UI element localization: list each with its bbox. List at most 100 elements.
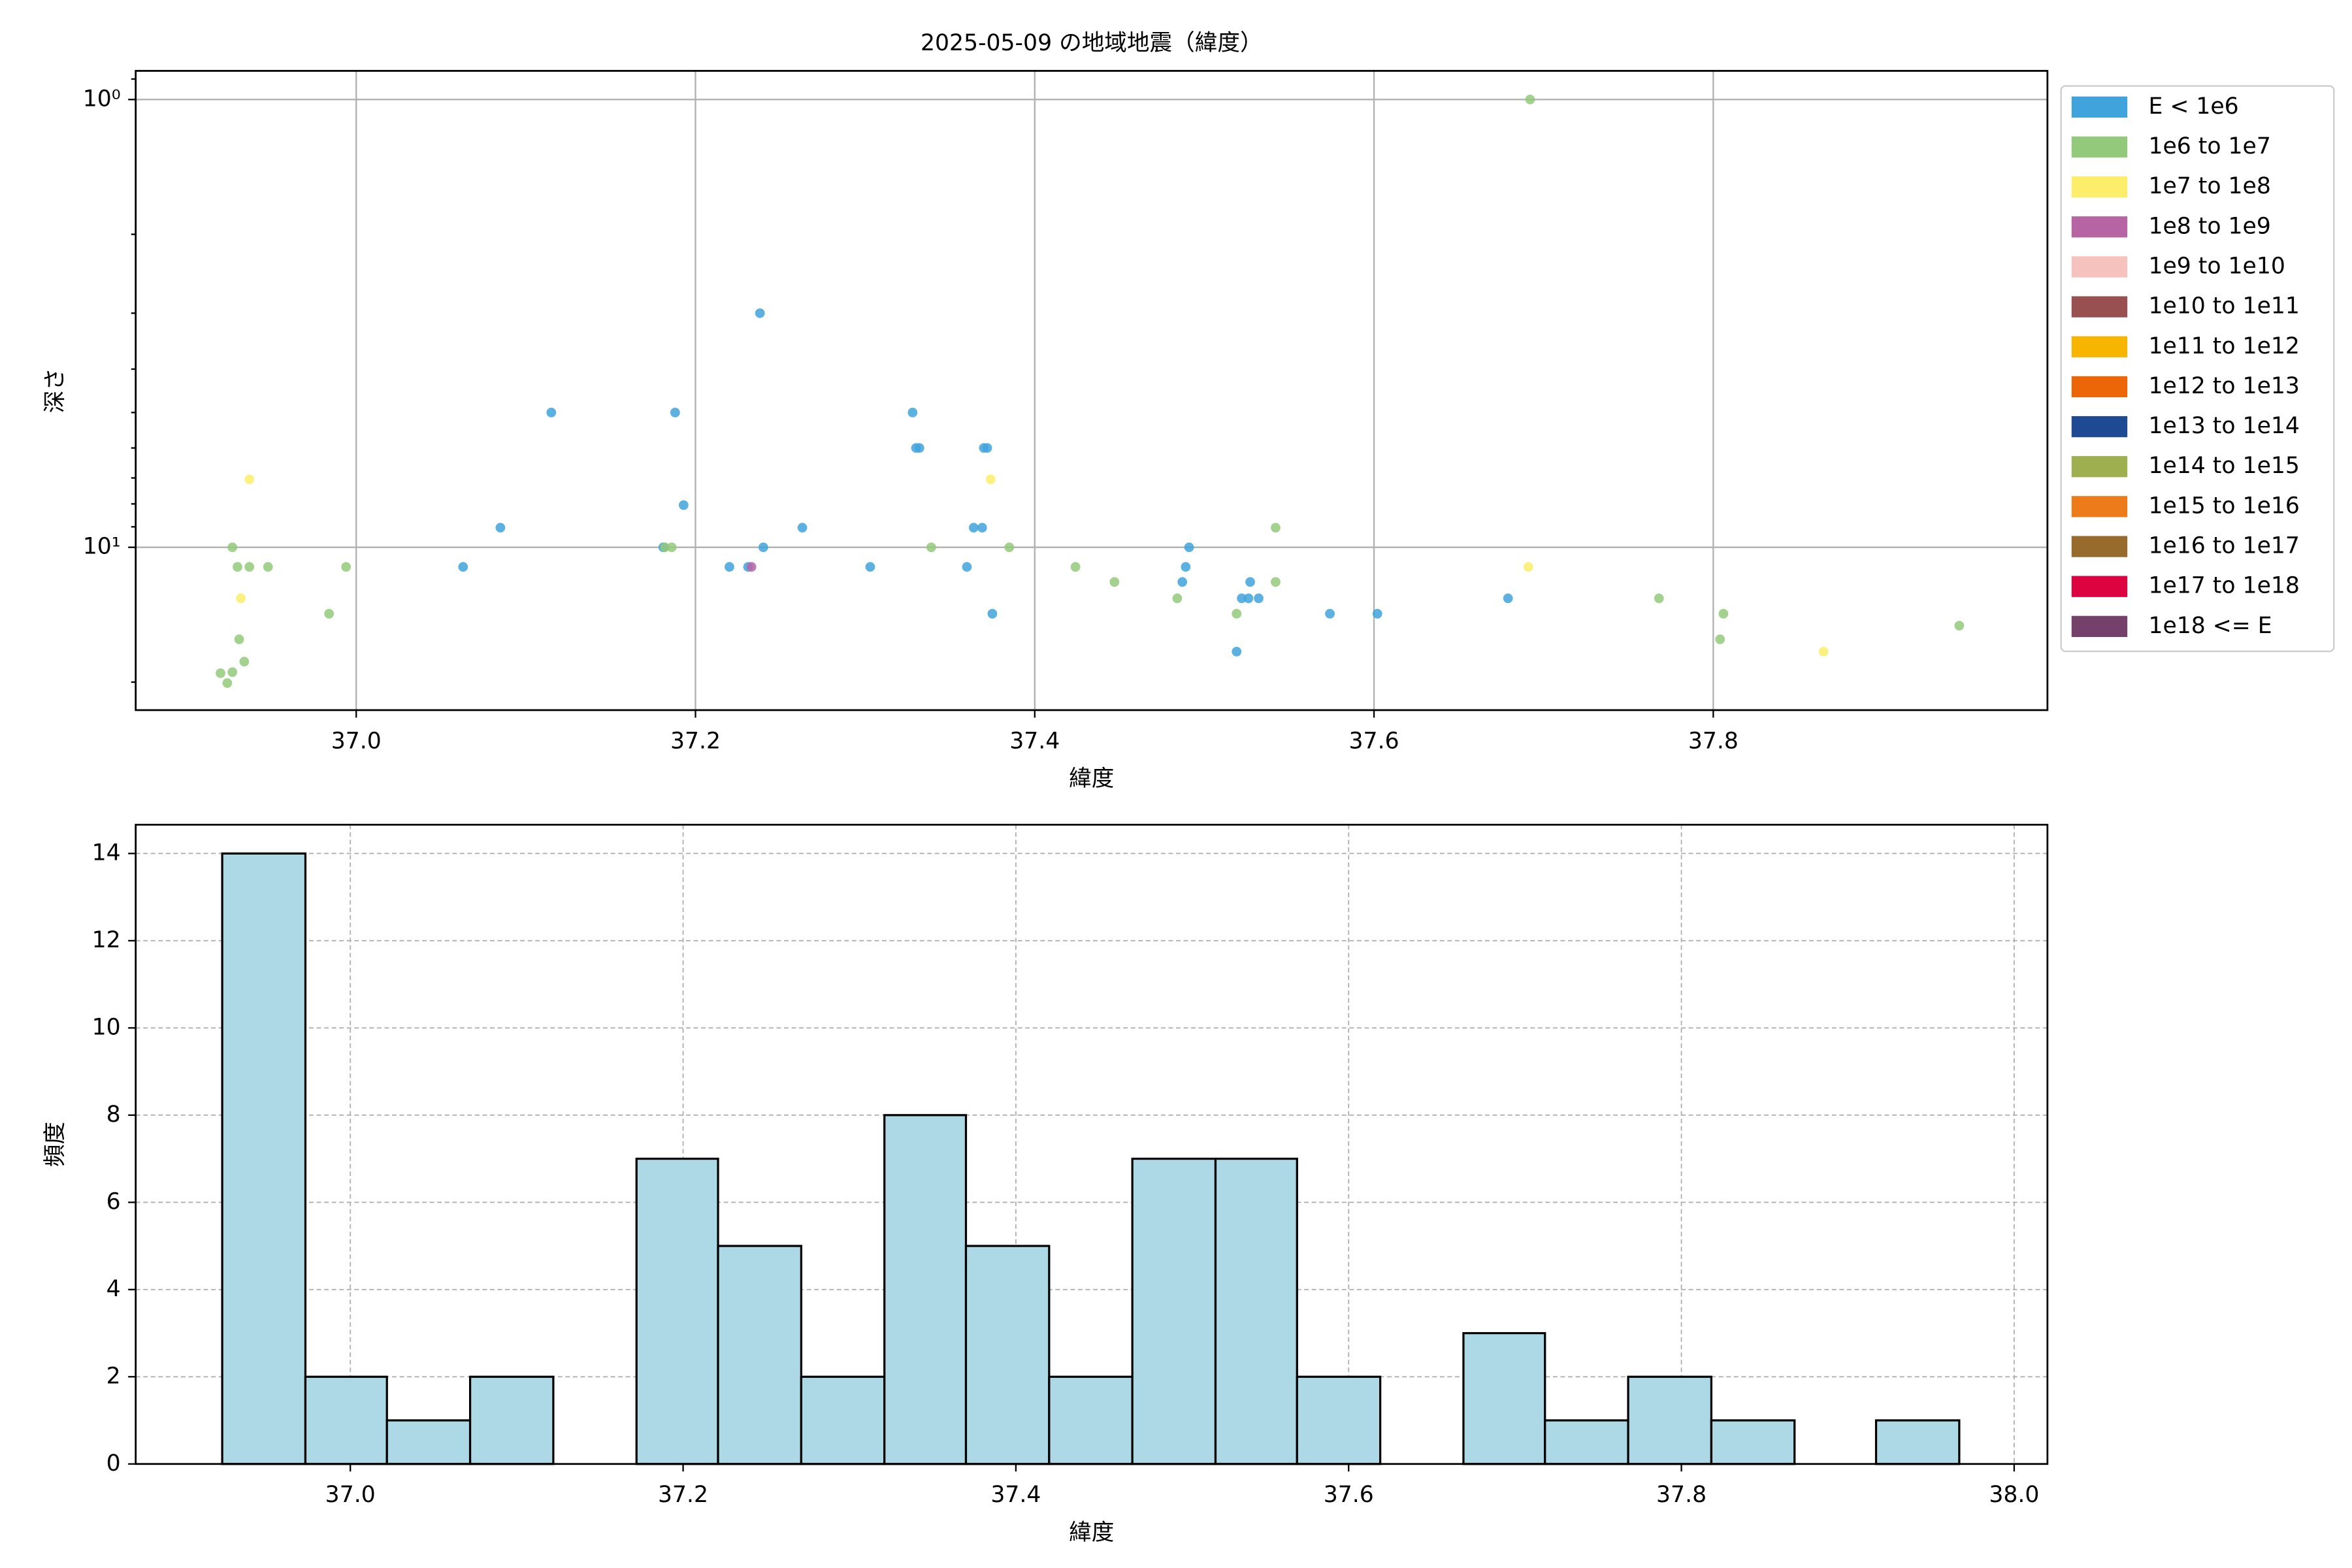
legend: E < 1e6 1e6 to 1e7 1e7 to 1e8 1e8 to 1e9 1e9… (2060, 85, 2335, 653)
point (660, 542, 670, 553)
point (458, 562, 468, 572)
x-axis-label: 緯度 (1069, 1520, 1114, 1546)
plot-area (135, 825, 2048, 1464)
legend-swatch (2071, 615, 2128, 637)
point (725, 562, 734, 572)
point (239, 657, 250, 667)
legend-label: 1e14 to 1e15 (2148, 453, 2299, 479)
legend-swatch (2071, 376, 2128, 398)
legend-label: 1e16 to 1e17 (2148, 533, 2299, 559)
point (982, 443, 992, 453)
point (1654, 593, 1664, 604)
point (227, 667, 238, 678)
y-tick-label: 2 (106, 1363, 121, 1389)
bar (1462, 1331, 1546, 1465)
point (914, 443, 924, 453)
x-tick-label: 37.2 (670, 728, 721, 754)
point (216, 668, 225, 678)
point (746, 562, 757, 572)
y-tick-label: 10¹ (83, 534, 121, 560)
point (758, 542, 768, 553)
legend-label: 1e11 to 1e12 (2148, 333, 2299, 359)
bar (1214, 1157, 1298, 1465)
y-axis-label: 頻度 (42, 1122, 68, 1167)
bar (964, 1245, 1051, 1465)
y-tick-label: 4 (106, 1276, 121, 1302)
legend-swatch (2071, 256, 2128, 278)
x-tick-label: 37.4 (990, 1482, 1041, 1508)
legend-swatch (2071, 296, 2128, 318)
point (670, 408, 680, 417)
legend-swatch (2071, 496, 2128, 517)
legend-swatch (2071, 536, 2128, 557)
legend-label: 1e15 to 1e16 (2148, 493, 2299, 519)
bar (1627, 1375, 1713, 1465)
point (678, 500, 689, 510)
point (1954, 621, 1965, 630)
point (1245, 577, 1255, 587)
point (1181, 562, 1191, 572)
point (324, 608, 335, 619)
point (797, 523, 808, 533)
x-tick-label: 37.6 (1349, 728, 1399, 754)
bar (1710, 1419, 1796, 1465)
legend-label: 1e6 to 1e7 (2148, 133, 2270, 159)
legend-label: 1e10 to 1e11 (2148, 293, 2299, 319)
legend-label: 1e18 <= E (2148, 613, 2272, 639)
point (1503, 593, 1513, 604)
plot-frame (135, 823, 2049, 1465)
point (1177, 577, 1188, 587)
point (1109, 577, 1120, 587)
x-axis-label: 緯度 (1069, 766, 1114, 792)
point (1818, 647, 1829, 657)
point (1325, 608, 1335, 619)
y-tick-label: 0 (106, 1450, 121, 1477)
legend-label: 1e9 to 1e10 (2148, 253, 2285, 279)
point (968, 523, 979, 533)
point (962, 562, 972, 572)
point (1004, 542, 1015, 553)
point (341, 562, 351, 572)
legend-swatch (2071, 136, 2128, 158)
legend-label: 1e8 to 1e9 (2148, 213, 2270, 239)
bar (221, 852, 307, 1465)
point (546, 408, 557, 417)
point (907, 408, 918, 417)
x-tick-label: 37.0 (325, 1482, 376, 1508)
point (977, 523, 987, 533)
bar (385, 1419, 472, 1465)
bar (717, 1245, 802, 1465)
point (1172, 593, 1183, 604)
point (987, 608, 998, 619)
x-tick-label: 37.8 (1688, 728, 1739, 754)
y-tick-label: 8 (106, 1102, 121, 1128)
y-tick-label: 10⁰ (83, 86, 121, 112)
point (1523, 562, 1533, 572)
point (1232, 647, 1242, 657)
point (1232, 608, 1242, 619)
y-tick-label: 6 (106, 1188, 121, 1215)
y-axis-label: 深さ (42, 368, 68, 413)
bar (468, 1375, 555, 1465)
point (233, 562, 242, 572)
point (1254, 593, 1264, 604)
chart-title: 2025-05-09 の地域地震（緯度） (921, 30, 1263, 56)
legend-frame (2060, 85, 2335, 653)
legend-label: 1e12 to 1e13 (2148, 373, 2299, 399)
point (1237, 593, 1247, 604)
y-tick-label: 10 (92, 1014, 121, 1040)
point (865, 562, 875, 572)
point (495, 523, 506, 533)
point (1715, 634, 1725, 644)
bar (1131, 1157, 1217, 1465)
legend-label: 1e17 to 1e18 (2148, 573, 2299, 599)
legend-swatch (2071, 456, 2128, 478)
bar (1874, 1419, 1961, 1465)
legend-swatch (2071, 216, 2128, 238)
y-tick-label: 12 (92, 927, 121, 953)
legend-swatch (2071, 576, 2128, 597)
bar (1544, 1419, 1629, 1465)
bar (1296, 1375, 1382, 1465)
